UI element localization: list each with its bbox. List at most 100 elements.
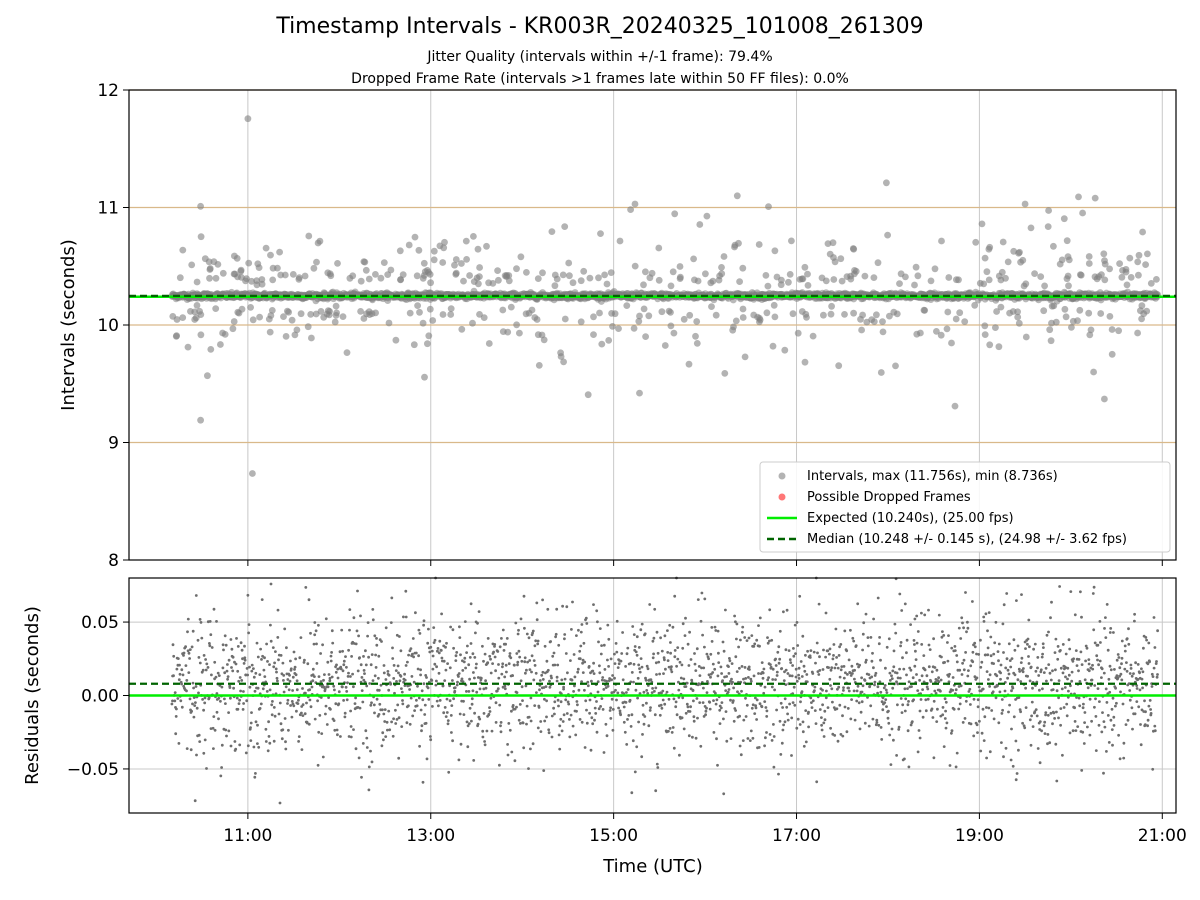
residual-point [482,659,485,663]
residual-point [627,714,631,717]
residual-point [340,628,344,632]
residual-point [294,673,298,677]
residual-point [787,649,791,652]
residual-point [674,700,678,704]
residual-point [202,708,206,712]
interval-point [658,308,666,316]
interval-point [837,255,845,263]
residual-point [863,721,867,725]
residual-point [238,743,242,747]
residual-point [895,754,898,757]
residual-point [702,686,705,690]
residual-point [909,623,912,626]
residual-point [720,672,723,675]
residual-point [761,676,765,680]
interval-point [1118,273,1126,281]
residual-point [497,663,500,666]
interval-point [265,315,273,323]
residual-point [421,780,425,784]
residual-point [657,660,661,664]
residual-point [699,619,703,623]
residual-point [553,663,557,667]
residual-point [359,614,362,618]
residual-point [596,620,599,624]
residual-point [420,729,423,733]
residual-point [581,661,584,665]
residual-point [457,758,461,762]
residual-point [670,665,673,669]
residual-point [393,691,396,695]
residual-point [429,735,432,738]
interval-point [1138,302,1146,310]
interval-point [822,277,830,285]
interval-point [559,271,567,279]
residual-point [242,662,246,665]
residual-point [570,678,574,682]
residual-point [444,715,448,718]
residual-point [204,658,208,661]
residual-point [555,607,559,611]
residual-point [304,586,308,589]
intervals-reference-lines [129,294,1176,299]
residual-point [520,659,524,663]
residual-point [466,724,470,728]
residual-point [534,671,538,675]
residual-point [738,714,741,718]
residual-point [221,643,225,647]
residual-point [751,703,755,707]
residual-point [553,700,557,704]
residual-point [404,615,408,619]
residual-point [578,718,582,721]
residual-point [920,643,924,646]
residual-point [704,713,707,717]
residual-point [878,636,881,639]
residual-point [899,697,903,700]
residual-point [600,697,604,700]
residual-point [843,629,847,633]
interval-outlier-point [244,115,252,123]
residual-point [204,668,208,672]
residual-point [660,649,664,653]
residual-point [896,703,899,707]
residual-point [745,703,749,707]
residual-point [569,659,572,662]
residual-point [396,703,400,707]
residual-point [342,663,346,667]
residual-point [267,720,270,724]
residual-point [289,667,293,671]
interval-point [483,242,490,250]
residual-point [515,652,519,655]
residual-point [465,651,468,654]
residual-point [358,706,362,710]
interval-point [781,346,789,354]
interval-point [655,244,663,252]
interval-point [1065,282,1072,290]
residual-point [408,649,412,653]
residual-point [264,680,268,684]
residual-point [196,638,200,642]
interval-point [430,247,438,255]
residual-point [342,659,346,663]
residual-point [667,729,670,733]
residual-point [394,708,397,712]
residual-point [364,663,368,667]
residual-point [203,738,207,742]
residual-point [387,709,391,713]
residual-point [280,737,284,741]
residual-point [851,636,855,640]
residual-point [839,733,843,736]
residual-point [401,702,405,706]
residual-point [357,756,361,760]
residual-point [897,728,901,731]
interval-point [870,318,878,325]
residual-point [522,594,526,598]
residual-point [610,678,613,682]
residual-point [740,689,743,693]
residual-point [790,674,794,678]
residual-point [606,684,610,688]
residual-point [671,625,675,629]
residual-point [582,641,586,645]
residual-point [698,682,702,686]
interval-point [480,314,488,321]
residual-point [391,657,395,660]
